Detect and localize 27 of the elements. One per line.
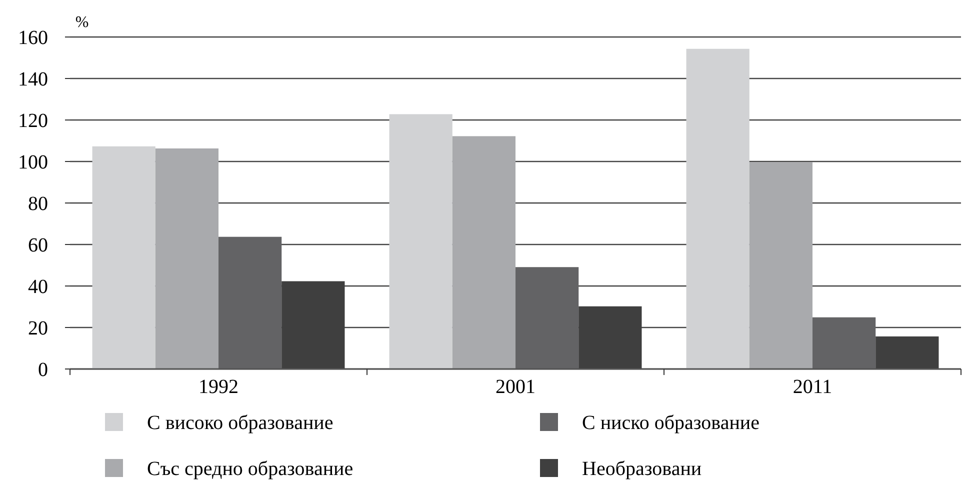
- y-tick-label: 80: [28, 193, 48, 215]
- bar: [92, 146, 156, 369]
- bar: [218, 236, 282, 369]
- legend-label: Със средно образование: [147, 458, 354, 480]
- y-tick-label: 0: [38, 359, 48, 381]
- bar: [876, 336, 939, 369]
- y-tick-label: 120: [18, 110, 48, 132]
- bar: [749, 162, 812, 369]
- y-axis-title: %: [75, 14, 89, 31]
- y-tick-label: 160: [18, 27, 48, 49]
- y-tick-label: 60: [28, 234, 48, 256]
- bar: [812, 317, 876, 369]
- bar: [389, 114, 452, 369]
- x-tick-label: 1992: [198, 376, 238, 398]
- x-tick-label: 2001: [496, 376, 536, 398]
- legend-label: Необразовани: [582, 458, 702, 480]
- y-tick-label: 20: [28, 318, 48, 340]
- bar: [516, 267, 579, 369]
- legend-label: С високо образование: [147, 412, 334, 434]
- y-tick-label: 140: [18, 68, 48, 90]
- y-tick-label: 40: [28, 276, 48, 298]
- y-tick-label: 100: [18, 152, 48, 174]
- bar: [686, 48, 750, 369]
- bar: [452, 136, 516, 369]
- legend-label: С ниско образование: [582, 412, 760, 434]
- bar: [155, 148, 218, 369]
- x-tick-label: 2011: [792, 376, 832, 398]
